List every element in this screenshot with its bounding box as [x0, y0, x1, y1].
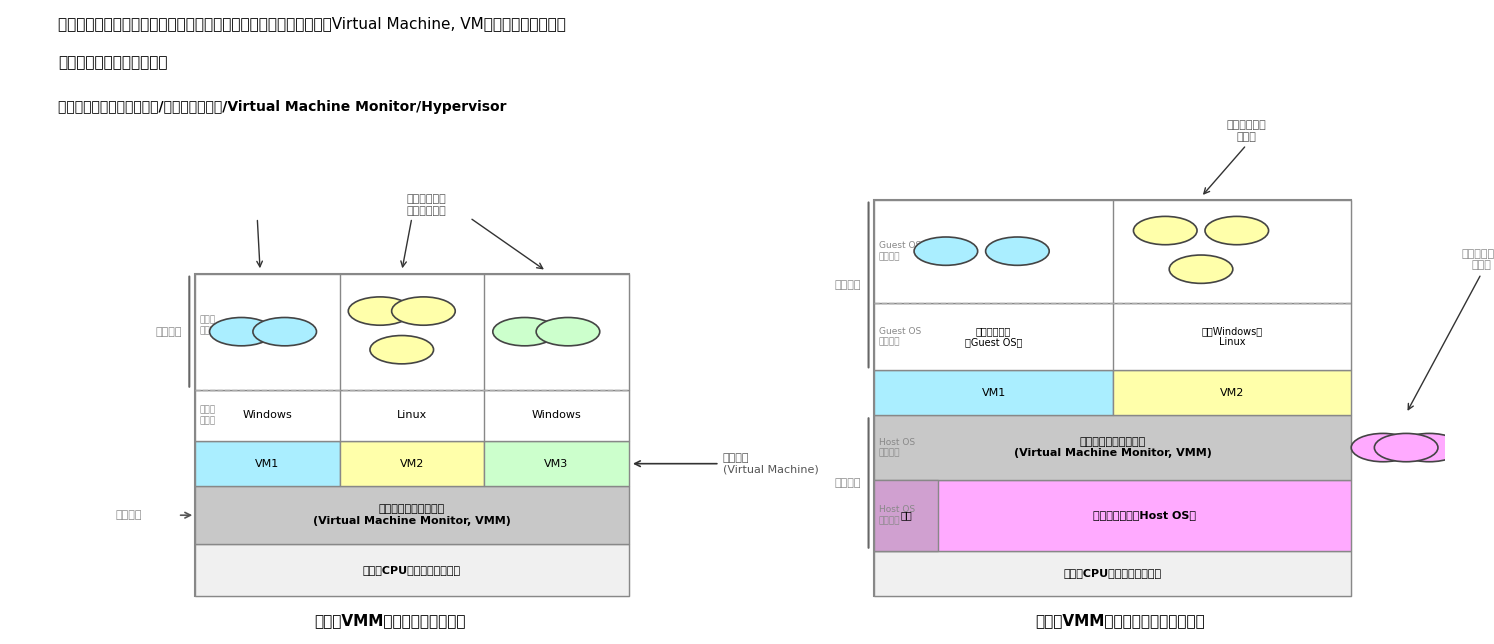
- Text: Windows: Windows: [532, 410, 581, 421]
- Text: 第一类虚拟机管理程序
(Virtual Machine Monitor, VMM): 第一类虚拟机管理程序 (Virtual Machine Monitor, VMM…: [312, 504, 511, 526]
- FancyBboxPatch shape: [1113, 370, 1351, 415]
- Text: Host OS
内核空间: Host OS 内核空间: [878, 506, 914, 525]
- Text: 客户操作系统
（Guest OS）: 客户操作系统 （Guest OS）: [965, 326, 1022, 347]
- Text: 第一类VMM，直接运行在硬件上: 第一类VMM，直接运行在硬件上: [314, 613, 466, 628]
- Circle shape: [1170, 255, 1233, 283]
- FancyBboxPatch shape: [874, 200, 1351, 596]
- Text: 宿主操作系统
的进程: 宿主操作系统 的进程: [1461, 249, 1494, 270]
- Text: 部分: 部分: [901, 510, 911, 520]
- Text: 硬件（CPU、磁盘、内存等）: 硬件（CPU、磁盘、内存等）: [1064, 568, 1162, 578]
- Text: 第二类虚拟机管理程序
(Virtual Machine Monitor, VMM): 第二类虚拟机管理程序 (Virtual Machine Monitor, VMM…: [1014, 437, 1212, 459]
- FancyBboxPatch shape: [874, 200, 1351, 303]
- Text: VM1: VM1: [982, 388, 1005, 398]
- FancyBboxPatch shape: [196, 544, 629, 596]
- FancyBboxPatch shape: [339, 441, 484, 486]
- Circle shape: [348, 297, 412, 325]
- Text: 运行在各操作
系统上的进程: 运行在各操作 系统上的进程: [406, 194, 447, 216]
- FancyBboxPatch shape: [874, 303, 1351, 370]
- Text: 虚拟机：使用虚拟化技术，将一台物理机器虚拟化为多台虚拟机器（Virtual Machine, VM），每个虚拟机器都: 虚拟机：使用虚拟化技术，将一台物理机器虚拟化为多台虚拟机器（Virtual Ma…: [58, 16, 566, 31]
- Text: Windows: Windows: [242, 410, 293, 421]
- Circle shape: [1374, 433, 1437, 462]
- Text: Linux: Linux: [397, 410, 427, 421]
- Text: Host OS
用户空間: Host OS 用户空間: [878, 438, 914, 457]
- FancyBboxPatch shape: [484, 441, 629, 486]
- Circle shape: [209, 317, 273, 346]
- Text: 客户操作系统
的进程: 客户操作系统 的进程: [1227, 120, 1267, 142]
- Text: 宿主操作系统（Host OS）: 宿主操作系统（Host OS）: [1094, 510, 1197, 520]
- Text: VM2: VM2: [400, 459, 424, 469]
- Circle shape: [914, 237, 977, 265]
- Text: 硬件（CPU、磁盘、内存等）: 硬件（CPU、磁盘、内存等）: [363, 565, 462, 575]
- FancyBboxPatch shape: [874, 551, 1351, 596]
- FancyBboxPatch shape: [196, 486, 629, 544]
- Text: VM1: VM1: [255, 459, 279, 469]
- Text: VM2: VM2: [1219, 388, 1245, 398]
- Text: 同义术语：虚拟机管理程序/虚拟机监控程序/Virtual Machine Monitor/Hypervisor: 同义术语：虚拟机管理程序/虚拟机监控程序/Virtual Machine Mon…: [58, 100, 506, 114]
- FancyBboxPatch shape: [196, 441, 339, 486]
- Text: 如：Windows、
Linux: 如：Windows、 Linux: [1201, 326, 1262, 347]
- Text: 可以独立运行一个操作系统: 可以独立运行一个操作系统: [58, 55, 167, 70]
- Circle shape: [536, 317, 599, 346]
- Text: 虚拟用
户空间: 虚拟用 户空间: [199, 316, 215, 335]
- Circle shape: [391, 297, 456, 325]
- FancyBboxPatch shape: [874, 480, 1351, 551]
- Text: Guest OS
用户空间: Guest OS 用户空间: [878, 242, 920, 261]
- Circle shape: [252, 317, 317, 346]
- FancyBboxPatch shape: [196, 390, 629, 441]
- Text: 第二类VMM，运行在宿主操作系统上: 第二类VMM，运行在宿主操作系统上: [1035, 613, 1204, 628]
- Circle shape: [1351, 433, 1415, 462]
- Circle shape: [1134, 216, 1197, 245]
- FancyBboxPatch shape: [874, 370, 1113, 415]
- Circle shape: [371, 336, 433, 364]
- Text: VM3: VM3: [544, 459, 569, 469]
- FancyBboxPatch shape: [874, 480, 938, 551]
- FancyBboxPatch shape: [196, 274, 629, 596]
- Text: 虚拟内
核空间: 虚拟内 核空间: [199, 406, 215, 425]
- Circle shape: [986, 237, 1049, 265]
- Circle shape: [1206, 216, 1268, 245]
- Circle shape: [1397, 433, 1461, 462]
- FancyBboxPatch shape: [874, 415, 1351, 480]
- Text: 内核空间: 内核空间: [115, 510, 142, 520]
- Text: Guest OS
内核空间: Guest OS 内核空间: [878, 327, 920, 346]
- Circle shape: [493, 317, 556, 346]
- Text: 用户空间: 用户空间: [835, 280, 862, 290]
- Text: 虚拟机器
(Virtual Machine): 虚拟机器 (Virtual Machine): [723, 453, 819, 475]
- Text: 内核空间: 内核空间: [835, 478, 862, 488]
- FancyBboxPatch shape: [196, 274, 629, 390]
- Text: 用户空间: 用户空间: [155, 327, 182, 337]
